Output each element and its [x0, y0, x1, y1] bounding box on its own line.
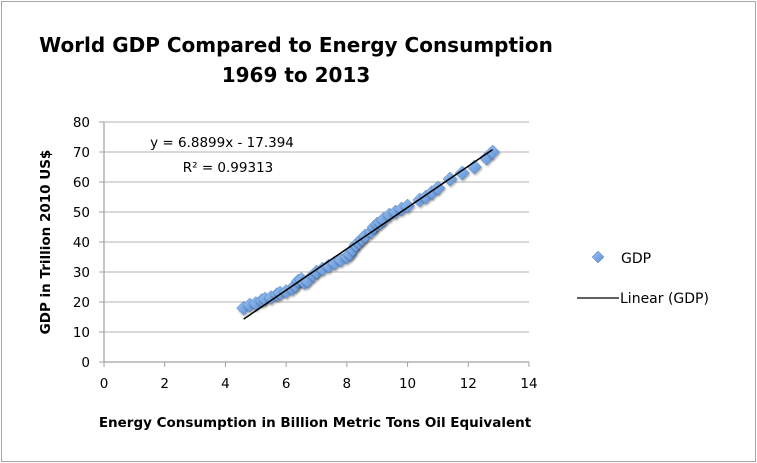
y-tick-label: 50	[73, 205, 90, 221]
trendline-r-squared: R² = 0.99313	[183, 160, 274, 176]
trendline-equation: y = 6.8899x - 17.394	[150, 135, 294, 151]
x-axis-label: Energy Consumption in Billion Metric Ton…	[99, 415, 532, 431]
y-axis-label: GDP in Trillion 2010 US$	[38, 150, 54, 335]
y-tick-label: 80	[73, 115, 90, 131]
y-tick-label: 40	[73, 235, 90, 251]
legend-label-gdp: GDP	[621, 251, 651, 267]
trendline-group	[243, 148, 493, 320]
y-tick-labels: 0 10 20 30 40 50 60 70 80	[73, 115, 90, 371]
legend-item-linear: Linear (GDP)	[577, 291, 709, 307]
x-tick-label: 14	[520, 376, 537, 392]
trendline	[243, 148, 493, 320]
x-tick-label: 0	[100, 376, 109, 392]
x-tick-label: 12	[460, 376, 477, 392]
data-points	[236, 144, 500, 316]
legend-item-gdp: GDP	[591, 250, 651, 267]
legend-diamond-marker	[591, 250, 605, 264]
x-tick-label: 6	[282, 376, 291, 392]
chart-subtitle: 1969 to 2013	[222, 63, 371, 87]
y-tick-label: 30	[73, 265, 90, 281]
y-tick-label: 60	[73, 175, 90, 191]
x-tick-label: 4	[221, 376, 230, 392]
y-tick-label: 20	[73, 295, 90, 311]
y-tick-label: 10	[73, 325, 90, 341]
legend-label-linear: Linear (GDP)	[620, 291, 709, 307]
gridlines	[104, 121, 529, 333]
x-tick-label: 10	[399, 376, 416, 392]
x-tick-label: 8	[343, 376, 352, 392]
x-tick-labels: 0 2 4 6 8 10 12 14	[100, 376, 538, 392]
legend: GDP Linear (GDP)	[577, 250, 709, 307]
chart-title: World GDP Compared to Energy Consumption	[39, 33, 553, 57]
axes	[99, 121, 530, 367]
data-point-gdp	[485, 144, 500, 160]
data-point-gdp	[454, 165, 470, 181]
y-tick-label: 0	[81, 355, 90, 371]
x-tick-label: 2	[160, 376, 169, 392]
data-point-gdp	[430, 180, 446, 196]
y-tick-label: 70	[73, 145, 90, 161]
